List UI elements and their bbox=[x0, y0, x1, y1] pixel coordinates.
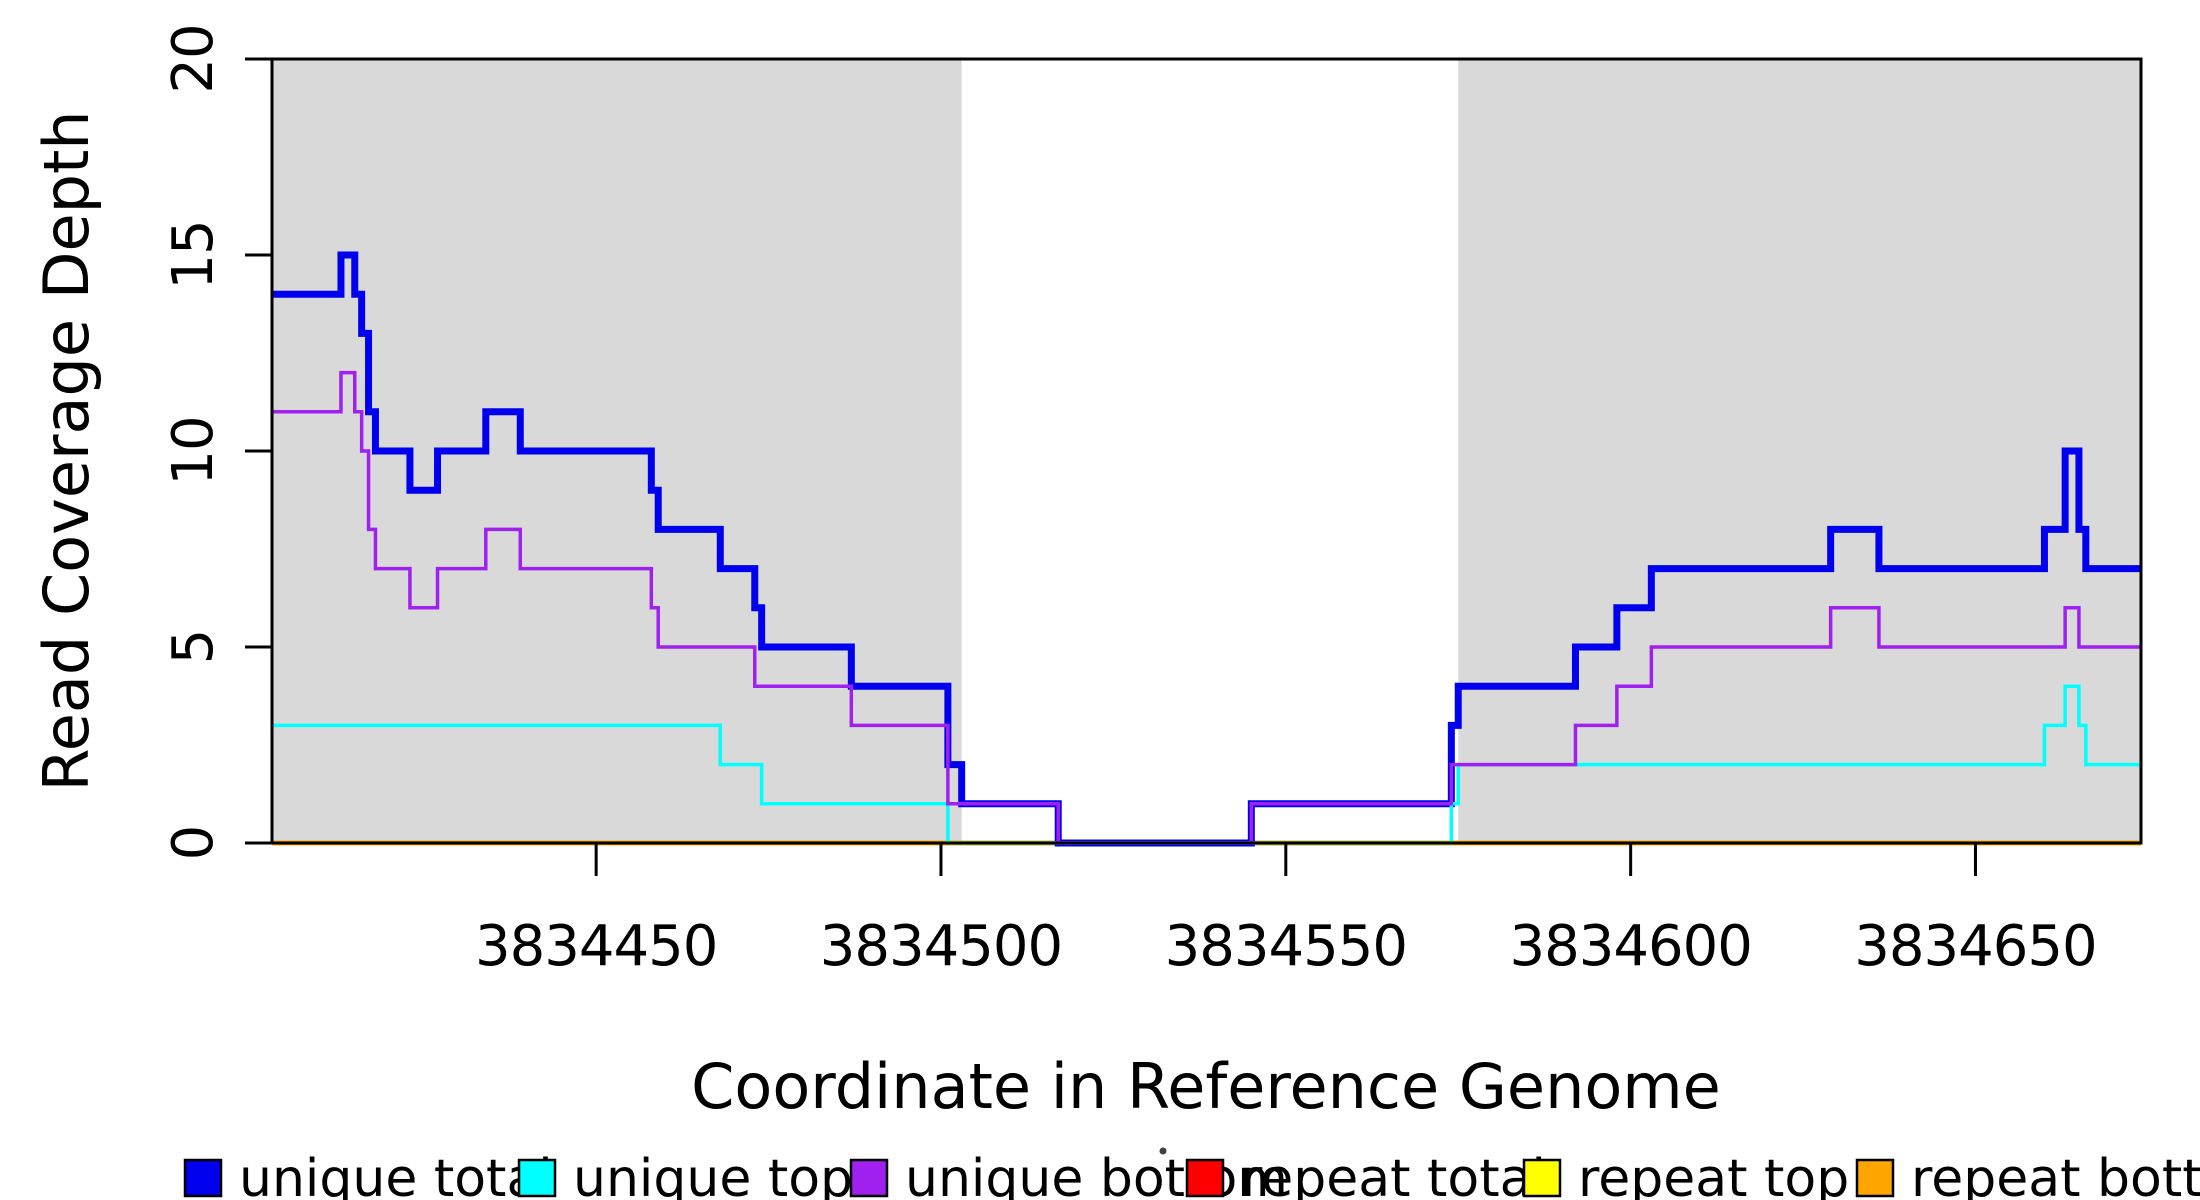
legend: unique total unique top unique bottomrepea… bbox=[183, 1149, 2200, 1200]
legend-label: unique bottom bbox=[905, 1149, 1288, 1200]
legend-item-repeat-top: repeat top bbox=[1522, 1149, 1849, 1200]
stray-mark bbox=[1159, 1147, 1167, 1155]
y-tick-label: 0 bbox=[161, 826, 226, 861]
legend-label: repeat total bbox=[1241, 1149, 1546, 1200]
x-axis-title: Coordinate in Reference Genome bbox=[691, 1050, 1721, 1123]
legend-swatch bbox=[1522, 1158, 1562, 1198]
legend-item-repeat-bottom: repeat bottom bbox=[1855, 1149, 2200, 1200]
legend-swatch bbox=[517, 1158, 557, 1198]
axes: 3834450 3834500 3834550 3834600 3834650 0 5 10 1… bbox=[161, 24, 2143, 979]
x-tick-label: 3834500 bbox=[820, 914, 1062, 979]
legend-label: unique top bbox=[573, 1149, 853, 1200]
y-tick-label: 20 bbox=[161, 24, 226, 93]
x-tick-label: 3834550 bbox=[1165, 914, 1407, 979]
y-tick-label: 15 bbox=[161, 220, 226, 289]
legend-label: unique total bbox=[239, 1149, 553, 1200]
legend-swatch bbox=[1855, 1158, 1895, 1198]
legend-swatch bbox=[183, 1158, 223, 1198]
x-tick-label: 3834600 bbox=[1509, 914, 1751, 979]
x-tick-label: 3834650 bbox=[1854, 914, 2096, 979]
legend-swatch bbox=[1185, 1158, 1225, 1198]
series-line-unique-bottom bbox=[272, 370, 2141, 845]
legend-item-repeat-total: repeat total bbox=[1185, 1149, 1546, 1200]
legend-swatch bbox=[849, 1158, 889, 1198]
legend-item-unique-total: unique total bbox=[183, 1149, 553, 1200]
x-tick-label: 3834450 bbox=[475, 914, 717, 979]
shaded-region bbox=[1458, 59, 2141, 843]
legend-label: repeat top bbox=[1578, 1149, 1849, 1200]
series-line-unique-total bbox=[272, 251, 2141, 847]
y-axis-title: Read Coverage Depth bbox=[30, 110, 103, 791]
shaded-regions bbox=[272, 59, 2141, 843]
series-line-unique-top bbox=[272, 684, 2141, 845]
legend-item-unique-top: unique top bbox=[517, 1149, 853, 1200]
legend-label: repeat bottom bbox=[1911, 1149, 2200, 1200]
y-tick-label: 10 bbox=[161, 416, 226, 485]
y-tick-label: 5 bbox=[161, 630, 226, 665]
